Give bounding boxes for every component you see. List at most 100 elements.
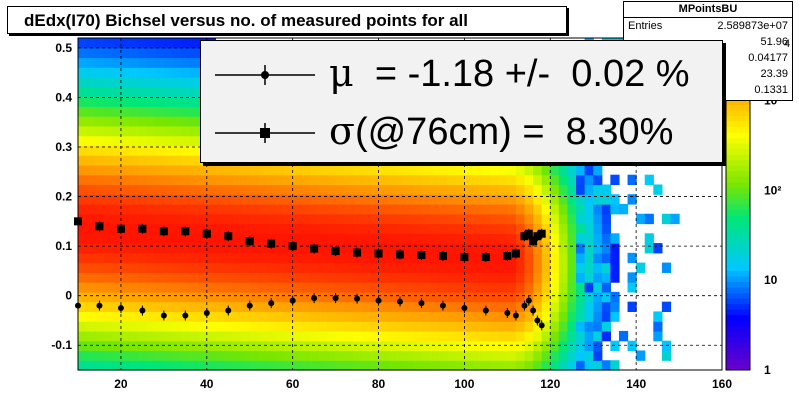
- colorbar-segment: [726, 287, 750, 293]
- colorbar-tick-label: 10²: [764, 183, 781, 197]
- colorbar-segment: [726, 160, 750, 166]
- series-point-mu: [182, 312, 188, 318]
- colorbar-segment: [726, 293, 750, 299]
- colorbar-segment: [726, 254, 750, 260]
- series-point-sigma: [482, 253, 490, 261]
- series-point-sigma: [417, 251, 425, 259]
- colorbar-segment: [726, 270, 750, 276]
- colorbar-segment: [726, 276, 750, 282]
- series-point-mu: [75, 303, 81, 309]
- x-tick-label: 80: [372, 377, 386, 391]
- x-tick-label: 40: [200, 377, 214, 391]
- stats-row-entries: Entries 2.589873e+07: [624, 18, 792, 34]
- colorbar-segment: [726, 104, 750, 110]
- x-tick-label: 160: [712, 377, 732, 391]
- stats-value-2: 0.04177: [748, 50, 788, 66]
- stats-entries-label: Entries: [628, 18, 662, 34]
- colorbar-segment: [726, 353, 750, 359]
- colorbar-segment: [726, 237, 750, 243]
- y-tick-label: 0.2: [55, 190, 72, 204]
- series-point-sigma: [74, 217, 82, 225]
- colorbar-segment: [726, 221, 750, 227]
- series-point-sigma: [203, 230, 211, 238]
- colorbar-segment: [726, 265, 750, 271]
- colorbar-segment: [726, 176, 750, 182]
- series-point-mu: [311, 295, 317, 301]
- colorbar-segment: [726, 281, 750, 287]
- x-tick-label: 100: [454, 377, 474, 391]
- y-tick-label: 0.1: [55, 239, 72, 253]
- legend-mu-text: = -1.18 +/- 0.02 %: [354, 53, 690, 95]
- series-point-sigma: [503, 252, 511, 260]
- colorbar-segment: [726, 182, 750, 188]
- colorbar-segment: [726, 215, 750, 221]
- legend: μ = -1.18 +/- 0.02 % σ(@76cm) = 8.30%: [200, 40, 723, 163]
- legend-entry-mu: μ = -1.18 +/- 0.02 %: [201, 45, 722, 101]
- colorbar-segment: [726, 165, 750, 171]
- colorbar-segment: [726, 193, 750, 199]
- y-tick-label: 0.3: [55, 140, 72, 154]
- colorbar-segment: [726, 232, 750, 238]
- colorbar-segment: [726, 226, 750, 232]
- series-point-sigma: [396, 251, 404, 259]
- x-tick-label: 140: [626, 377, 646, 391]
- colorbar-segment: [726, 121, 750, 127]
- colorbar-segment: [726, 204, 750, 210]
- series-point-mu: [247, 303, 253, 309]
- colorbar-segment: [726, 243, 750, 249]
- colorbar-segment: [726, 132, 750, 138]
- series-point-sigma: [310, 245, 318, 253]
- chart-title: dEdx(I70) Bichsel versus no. of measured…: [7, 6, 567, 34]
- colorbar-segment: [726, 210, 750, 216]
- series-point-sigma: [246, 237, 254, 245]
- colorbar-segment: [726, 127, 750, 133]
- series-point-mu: [504, 310, 510, 316]
- stats-entries-value: 2.589873e+07: [717, 18, 788, 34]
- series-point-sigma: [224, 232, 232, 240]
- colorbar-segment: [726, 259, 750, 265]
- colorbar-tick-label: 1: [764, 363, 771, 377]
- legend-marker-circle: [215, 45, 325, 101]
- series-point-sigma: [525, 230, 533, 238]
- legend-sigma-symbol: σ: [329, 109, 355, 153]
- colorbar-segment: [726, 149, 750, 155]
- series-point-sigma: [332, 247, 340, 255]
- x-tick-label: 60: [286, 377, 300, 391]
- colorbar-segment: [726, 315, 750, 321]
- colorbar-segment: [726, 331, 750, 337]
- colorbar-segment: [726, 198, 750, 204]
- colorbar-segment: [726, 337, 750, 343]
- series-point-mu: [513, 312, 519, 318]
- legend-mu-symbol: μ: [329, 51, 354, 95]
- series-point-sigma: [512, 250, 520, 258]
- stats-clipped-glyph: 4: [784, 38, 790, 50]
- series-point-mu: [397, 299, 403, 305]
- series-point-sigma: [439, 252, 447, 260]
- colorbar-segment: [726, 342, 750, 348]
- series-point-mu: [225, 308, 231, 314]
- series-point-sigma: [117, 225, 125, 233]
- series-point-sigma: [160, 227, 168, 235]
- series-point-mu: [483, 308, 489, 314]
- series-point-mu: [522, 303, 528, 309]
- colorbar-segment: [726, 138, 750, 144]
- x-tick-label: 120: [540, 377, 560, 391]
- series-point-mu: [161, 312, 167, 318]
- series-point-mu: [376, 298, 382, 304]
- legend-entry-sigma: σ(@76cm) = 8.30%: [201, 103, 722, 159]
- colorbar-segment: [726, 298, 750, 304]
- series-point-sigma: [375, 250, 383, 258]
- colorbar-segment: [726, 248, 750, 254]
- series-point-mu: [418, 300, 424, 306]
- series-point-sigma: [460, 253, 468, 261]
- colorbar-segment: [726, 187, 750, 193]
- stats-title: MPointsBU: [624, 2, 792, 18]
- series-point-sigma: [181, 227, 189, 235]
- series-point-mu: [526, 298, 532, 304]
- colorbar-segment: [726, 304, 750, 310]
- colorbar-segment: [726, 320, 750, 326]
- series-point-mu: [354, 296, 360, 302]
- stats-value-4: 0.1331: [754, 82, 788, 98]
- series-point-mu: [204, 310, 210, 316]
- series-point-mu: [440, 303, 446, 309]
